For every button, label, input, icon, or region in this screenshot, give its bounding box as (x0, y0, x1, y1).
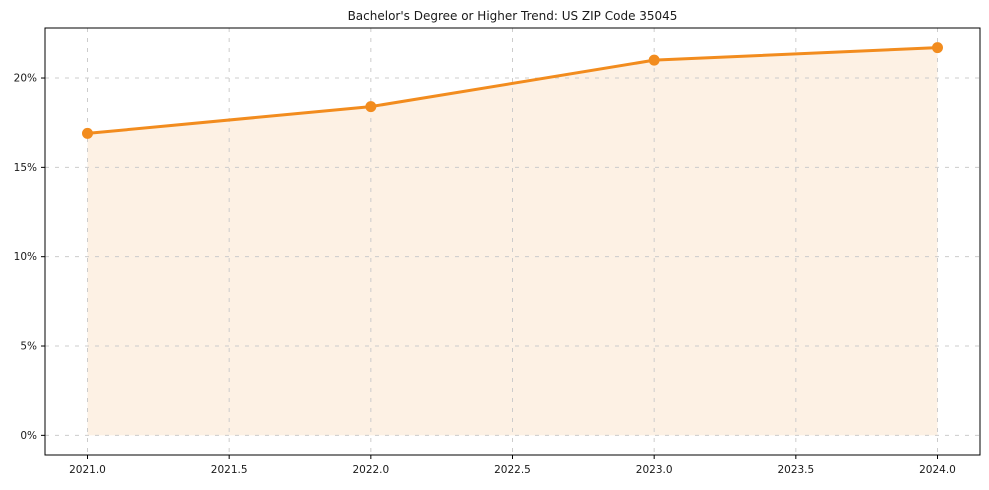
x-tick-label: 2021.5 (211, 464, 248, 476)
y-tick-label: 10% (14, 251, 37, 263)
y-tick-label: 5% (20, 341, 37, 353)
x-tick-label: 2023.0 (636, 464, 673, 476)
x-tick-label: 2021.0 (69, 464, 106, 476)
data-point-marker (932, 42, 943, 54)
x-tick-label: 2023.5 (777, 464, 814, 476)
data-point-marker (82, 127, 93, 139)
data-point-marker (365, 101, 377, 113)
data-point-marker (648, 54, 660, 66)
x-tick-label: 2024.0 (919, 464, 956, 476)
x-tick-label: 2022.5 (494, 464, 531, 476)
trend-line (86, 46, 939, 135)
y-tick-label: 15% (14, 162, 37, 174)
x-tick-label: 2022.0 (352, 464, 389, 476)
y-tick-label: 20% (14, 73, 37, 85)
y-tick-label: 0% (20, 430, 37, 442)
